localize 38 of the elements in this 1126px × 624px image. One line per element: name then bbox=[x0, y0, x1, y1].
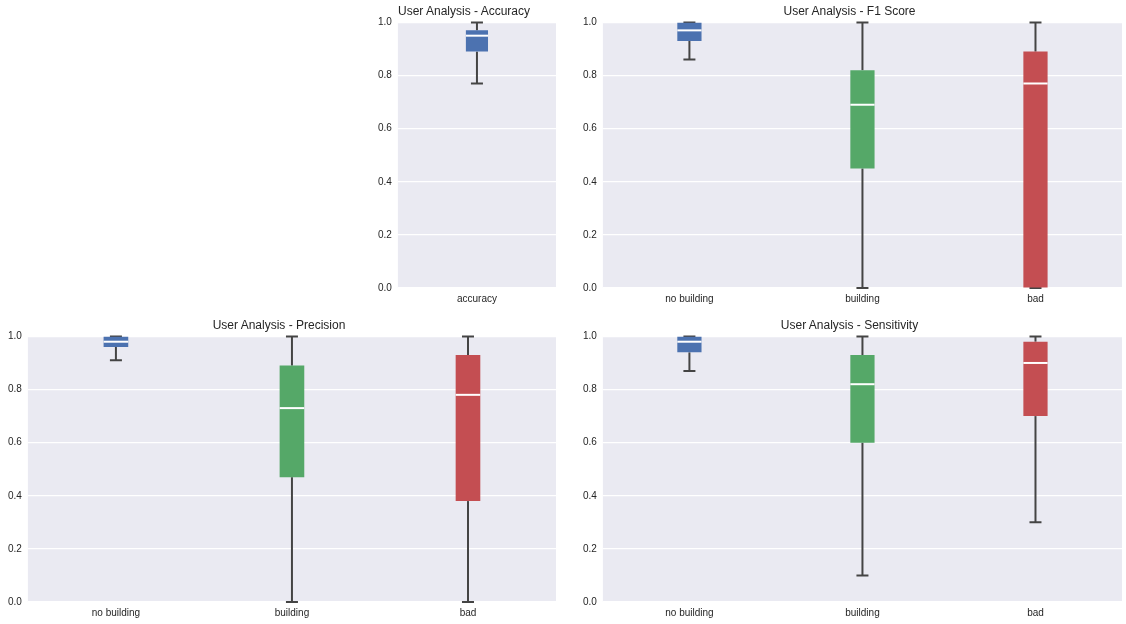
x-tick-label: bad bbox=[1027, 606, 1044, 618]
x-tick-label: bad bbox=[459, 606, 477, 618]
y-tick-label: 0.6 bbox=[8, 436, 23, 448]
x-tick-label: building bbox=[845, 292, 880, 304]
x-tick-label: building bbox=[274, 606, 310, 618]
y-tick-label: 1.0 bbox=[8, 330, 23, 342]
x-tick-label: accuracy bbox=[456, 292, 497, 304]
chart-title: User Analysis - Sensitivity bbox=[780, 317, 919, 332]
x-tick-label: no building bbox=[665, 606, 714, 618]
y-tick-label: 0.4 bbox=[583, 489, 598, 501]
y-tick-label: 0.0 bbox=[8, 595, 23, 607]
y-tick-label: 0.6 bbox=[583, 122, 598, 134]
y-tick-label: 1.0 bbox=[583, 330, 598, 342]
y-tick-label: 0.8 bbox=[583, 383, 598, 395]
chart-title: User Analysis - Accuracy bbox=[397, 3, 531, 18]
y-tick-label: 0.2 bbox=[583, 542, 598, 554]
y-tick-label: 0.2 bbox=[378, 228, 393, 240]
y-tick-label: 0.4 bbox=[8, 489, 23, 501]
y-tick-label: 0.8 bbox=[378, 69, 393, 81]
y-tick-label: 0.4 bbox=[583, 175, 598, 187]
y-tick-label: 0.0 bbox=[583, 281, 598, 293]
y-tick-label: 0.2 bbox=[583, 228, 598, 240]
y-tick-label: 1.0 bbox=[583, 16, 598, 28]
y-tick-label: 0.6 bbox=[583, 436, 598, 448]
chart-title: User Analysis - Precision bbox=[212, 317, 346, 332]
y-tick-label: 0.8 bbox=[583, 69, 598, 81]
y-tick-label: 0.4 bbox=[378, 175, 393, 187]
x-tick-label: no building bbox=[665, 292, 714, 304]
y-tick-label: 1.0 bbox=[378, 16, 393, 28]
y-tick-label: 0.8 bbox=[8, 383, 23, 395]
x-tick-label: bad bbox=[1027, 292, 1044, 304]
y-tick-label: 0.0 bbox=[378, 281, 393, 293]
y-tick-label: 0.0 bbox=[583, 595, 598, 607]
chart-title: User Analysis - F1 Score bbox=[783, 3, 916, 18]
x-tick-label: building bbox=[845, 606, 880, 618]
x-tick-label: no building bbox=[91, 606, 141, 618]
y-tick-label: 0.6 bbox=[378, 122, 393, 134]
y-tick-label: 0.2 bbox=[8, 542, 23, 554]
